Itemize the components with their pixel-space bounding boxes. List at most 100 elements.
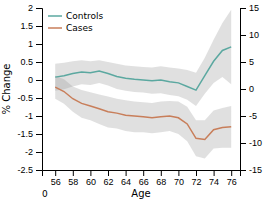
y-axis-tick-label: 0: [28, 75, 33, 85]
y2-axis-tick-label: 5: [249, 57, 254, 67]
y2-axis-tick: -5: [240, 111, 257, 121]
y-axis-tick: -1.5: [17, 129, 42, 139]
y-axis-line: [36, 9, 43, 171]
y2-axis: -15 -10 -5 0 5 10 15: [240, 3, 262, 175]
y-axis-tick-mark: [36, 8, 42, 9]
series-line: [55, 47, 231, 90]
x-axis-tick: 62: [103, 170, 113, 187]
y2-axis-tick: 15: [240, 3, 259, 13]
y-axis-tick: -0.5: [17, 93, 42, 103]
x-axis-tick: 68: [156, 170, 166, 187]
y2-axis-tick: 5: [240, 57, 254, 67]
y-axis-tick-mark: [36, 80, 42, 81]
y-axis-tick-mark: [36, 134, 42, 135]
y-axis-tick: 2: [28, 3, 42, 13]
y2-axis-tick-label: 0: [249, 84, 254, 94]
y-axis: -2.5 -2 -1.5 -1 -0.5 0 0.5 1 1.5 2: [17, 3, 42, 175]
y-axis-tick-mark: [36, 170, 42, 171]
x-axis-tick-mark: [196, 170, 197, 176]
x-axis-tick-label: 74: [209, 177, 219, 187]
x-axis-tick: 76: [227, 170, 237, 187]
x-axis-tick-label: 64: [121, 177, 131, 187]
x-axis-tick-mark: [126, 170, 127, 176]
x-axis-tick-label: 72: [191, 177, 201, 187]
legend: Controls Cases: [48, 11, 104, 33]
x-axis-tick-label: 66: [139, 177, 149, 187]
x-axis-tick: 60: [86, 170, 96, 187]
x-axis-tick-label: 68: [156, 177, 166, 187]
x-axis-tick: 66: [139, 170, 149, 187]
marks: [55, 10, 231, 159]
y-axis-tick-label: -1.5: [17, 129, 33, 139]
y-axis-tick-mark: [36, 116, 42, 117]
y-axis-tick-label: -2: [25, 147, 33, 157]
y-axis-tick: -1: [25, 111, 42, 121]
y-axis-tick-label: 1: [28, 39, 33, 49]
y-axis-tick-mark: [36, 98, 42, 99]
y-axis-tick-label: 1.5: [20, 21, 33, 31]
x-axis-tick: 72: [191, 170, 201, 187]
x-axis-tick-mark: [108, 170, 109, 176]
y2-axis-tick-label: 15: [249, 3, 259, 13]
y-axis-tick: -2.5: [17, 165, 42, 175]
x-axis-tick: 74: [209, 170, 219, 187]
x-axis-tick-mark: [161, 170, 162, 176]
y-axis-tick: 0.5: [20, 57, 42, 67]
legend-item: Controls: [48, 11, 104, 21]
y-axis-tick-label: 2: [28, 3, 33, 13]
y2-axis-tick-label: -5: [249, 111, 257, 121]
x-axis-tick-mark: [143, 170, 144, 176]
y-axis-tick-mark: [36, 44, 42, 45]
y2-axis-tick-label: -15: [249, 165, 262, 175]
plot: 56 58 60 62 64 66 68 70 72 74 76 -2.5 -2 -1.5 -1 -0.5 0 0…: [1, 3, 262, 199]
y2-axis-tick-label: -10: [249, 138, 262, 148]
y2-axis-tick-label: 10: [249, 30, 259, 40]
y-axis-tick: -2: [25, 147, 42, 157]
x-axis-tick-mark: [73, 170, 74, 176]
annotation: 0: [42, 189, 48, 199]
y-axis-tick-mark: [36, 152, 42, 153]
legend-swatch: [48, 15, 62, 17]
legend-item: Cases: [48, 23, 93, 33]
y-axis-tick: 0: [28, 75, 42, 85]
legend-label: Controls: [66, 11, 104, 21]
x-axis-tick: 58: [68, 170, 78, 187]
x-axis-tick-label: 62: [103, 177, 113, 187]
x-axis: 56 58 60 62 64 66 68 70 72 74 76: [43, 170, 241, 187]
x-axis-tick: 70: [174, 170, 184, 187]
y2-axis-tick-mark: [240, 89, 246, 90]
y2-axis-tick-mark: [240, 62, 246, 63]
x-axis-tick-mark: [214, 170, 215, 176]
y-axis-tick-label: -2.5: [17, 165, 33, 175]
y2-axis-tick-mark: [240, 170, 246, 171]
legend-swatch: [48, 27, 62, 29]
confidence-band: [55, 76, 231, 159]
x-axis-tick-mark: [90, 170, 91, 176]
x-axis-tick-label: 58: [68, 177, 78, 187]
y-axis-tick: 1: [28, 39, 42, 49]
y2-axis-tick-mark: [240, 8, 246, 9]
y-axis-tick-label: -1: [25, 111, 33, 121]
x-axis-tick-mark: [178, 170, 179, 176]
series-line: [55, 87, 231, 139]
y2-axis-tick-mark: [240, 143, 246, 144]
x-axis-tick-label: 60: [86, 177, 96, 187]
x-axis-tick: 56: [51, 170, 61, 187]
legend-label: Cases: [66, 23, 93, 33]
x-axis-tick-label: 56: [51, 177, 61, 187]
y-axis-tick-label: -0.5: [17, 93, 33, 103]
y2-axis-tick: -15: [240, 165, 262, 175]
y2-axis-tick-mark: [240, 116, 246, 117]
y-axis-tick: 1.5: [20, 21, 42, 31]
chart: 56 58 60 62 64 66 68 70 72 74 76 -2.5 -2 -1.5 -1 -0.5 0 0…: [0, 0, 268, 200]
y2-axis-tick: -10: [240, 138, 262, 148]
x-axis-line: [43, 171, 241, 177]
y-axis-tick-mark: [36, 26, 42, 27]
y2-axis-tick: 10: [240, 30, 259, 40]
y2-axis-line: [241, 9, 247, 171]
y2-axis-tick: 0: [240, 84, 254, 94]
x-axis-title: Age: [131, 188, 150, 199]
y-axis-title: % Change: [1, 64, 12, 115]
x-axis-tick-mark: [231, 170, 232, 176]
x-axis-tick-mark: [55, 170, 56, 176]
